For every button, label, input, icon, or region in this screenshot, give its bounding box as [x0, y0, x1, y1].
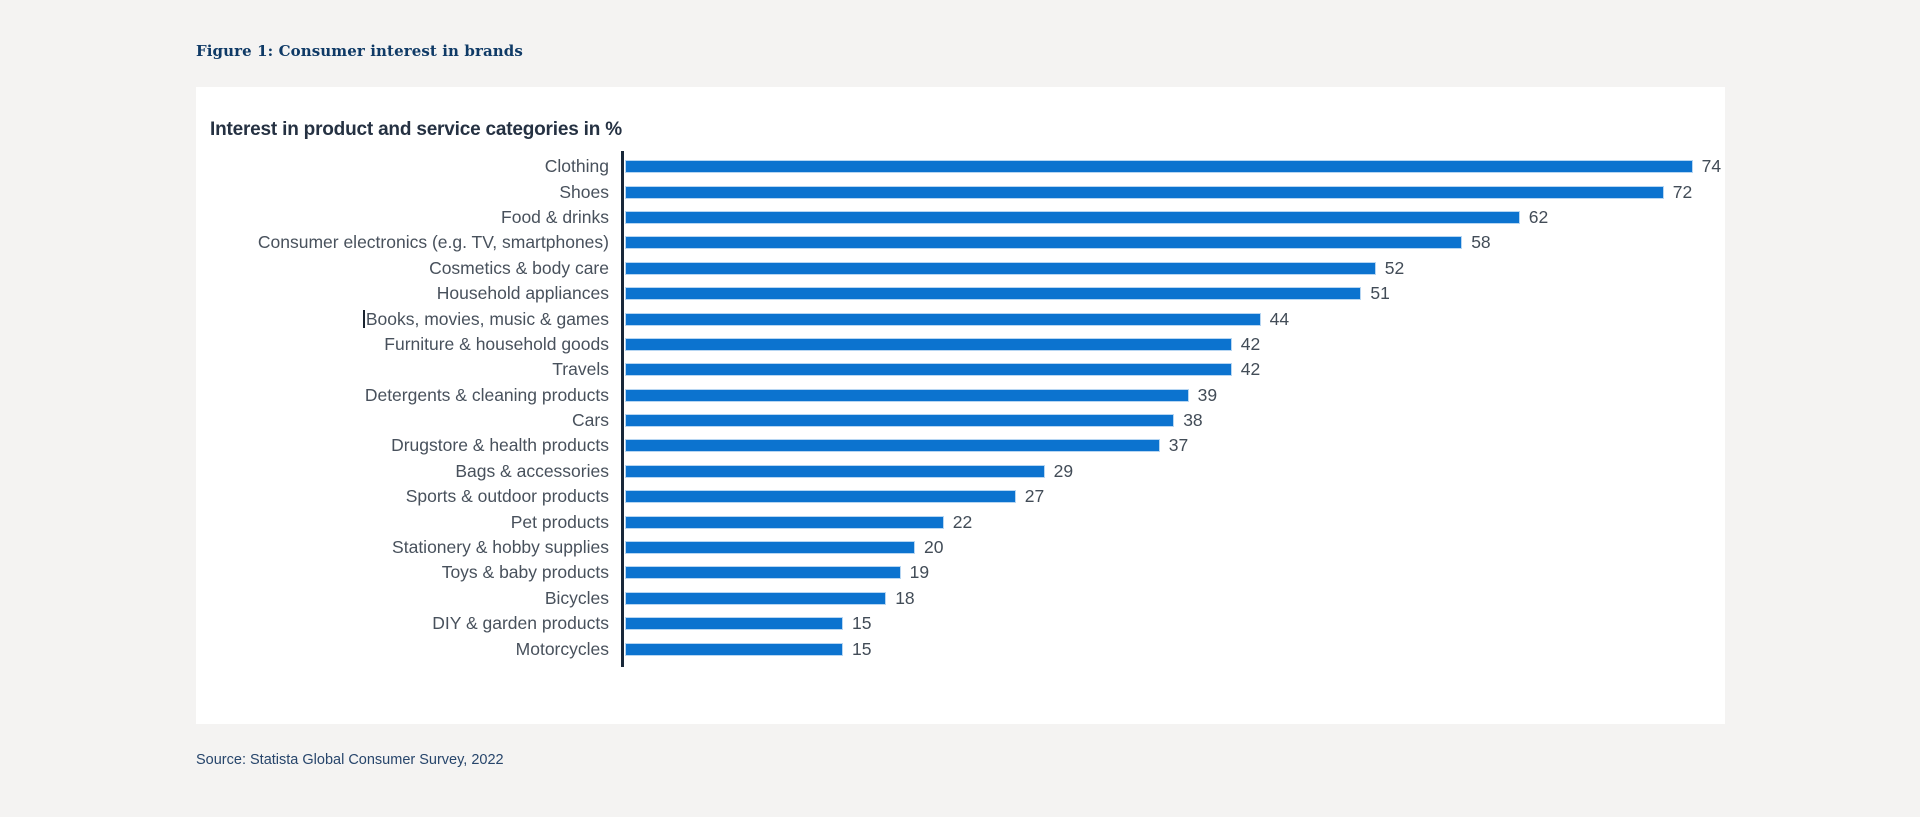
- bar: [625, 617, 843, 631]
- category-label: Consumer electronics (e.g. TV, smartphon…: [257, 232, 609, 253]
- bar: [625, 439, 1160, 453]
- category-label: Toys & baby products: [441, 562, 609, 583]
- chart-row: Food & drinks 62: [196, 205, 1725, 230]
- chart-row: Sports & outdoor products 27: [196, 484, 1725, 509]
- bar: [625, 414, 1175, 428]
- category-label: Cosmetics & body care: [429, 257, 609, 278]
- value-label: 15: [852, 638, 872, 659]
- category-label: Travels: [552, 359, 609, 380]
- figure-title: Figure 1: Consumer interest in brands: [196, 42, 523, 60]
- chart-row: Pet products 22: [196, 509, 1725, 534]
- chart-row: Furniture & household goods 42: [196, 332, 1725, 357]
- source-note: Source: Statista Global Consumer Survey,…: [196, 752, 504, 768]
- value-label: 18: [895, 587, 915, 608]
- value-label: 22: [952, 511, 973, 532]
- text-cursor-icon: [362, 309, 365, 328]
- bar: [625, 363, 1232, 377]
- chart-row: Books, movies, music & games 44: [196, 306, 1725, 331]
- category-label: Household appliances: [436, 283, 609, 304]
- value-label: 37: [1168, 435, 1189, 456]
- value-label: 19: [909, 562, 930, 583]
- category-label: Food & drinks: [501, 206, 609, 227]
- bar: [625, 464, 1045, 478]
- category-label: Clothing: [544, 156, 609, 177]
- bar: [625, 337, 1232, 351]
- value-label: 15: [852, 613, 872, 634]
- bar: [625, 236, 1463, 250]
- category-label: Drugstore & health products: [391, 435, 609, 456]
- chart-row: Consumer electronics (e.g. TV, smartphon…: [196, 230, 1725, 255]
- value-label: 74: [1701, 156, 1722, 177]
- chart-row: Motorcycles 15: [196, 636, 1725, 661]
- bar-rows: Clothing 74 Shoes 72 Food & drinks 62 Consumer…: [196, 154, 1725, 662]
- chart-row: Household appliances 51: [196, 281, 1725, 306]
- bar: [625, 566, 901, 580]
- bar: [625, 312, 1261, 326]
- chart-title: Interest in product and service categori…: [210, 119, 622, 140]
- bar: [625, 541, 915, 555]
- category-label: Detergents & cleaning products: [364, 384, 609, 405]
- bar: [625, 490, 1016, 504]
- value-label: 52: [1384, 257, 1405, 278]
- chart-row: Shoes 72: [196, 179, 1725, 204]
- bar: [625, 287, 1362, 301]
- chart-row: DIY & garden products 15: [196, 611, 1725, 636]
- category-label: Sports & outdoor products: [405, 486, 609, 507]
- value-label: 58: [1471, 232, 1491, 253]
- value-label: 38: [1183, 410, 1203, 431]
- category-label: Furniture & household goods: [384, 333, 609, 354]
- chart-row: Detergents & cleaning products 39: [196, 383, 1725, 408]
- value-label: 42: [1240, 333, 1261, 354]
- value-label: 39: [1197, 384, 1218, 405]
- value-label: 72: [1672, 181, 1693, 202]
- category-label: Motorcycles: [515, 638, 609, 659]
- chart-row: Travels 42: [196, 357, 1725, 382]
- bar: [625, 515, 944, 529]
- category-label: Cars: [572, 410, 609, 431]
- bar: [625, 261, 1376, 275]
- bar: [625, 591, 887, 605]
- category-label: DIY & garden products: [432, 613, 609, 634]
- chart-row: Clothing 74: [196, 154, 1725, 179]
- value-label: 51: [1370, 283, 1390, 304]
- category-label: Bags & accessories: [455, 460, 609, 481]
- category-label: Shoes: [559, 181, 609, 202]
- chart-row: Stationery & hobby supplies 20: [196, 535, 1725, 560]
- chart-row: Toys & baby products 19: [196, 560, 1725, 585]
- value-label: 62: [1528, 206, 1549, 227]
- chart-row: Drugstore & health products 37: [196, 433, 1725, 458]
- category-label: Books, movies, music & games: [196, 309, 622, 330]
- category-label: Pet products: [510, 511, 609, 532]
- value-label: 20: [924, 537, 944, 558]
- y-axis-line: [621, 151, 624, 667]
- value-label: 29: [1053, 460, 1074, 481]
- bar: [625, 388, 1189, 402]
- bar: [625, 160, 1693, 174]
- chart-row: Bags & accessories 29: [196, 459, 1725, 484]
- bar: [625, 185, 1664, 199]
- chart-row: Cosmetics & body care 52: [196, 256, 1725, 281]
- bar: [625, 642, 843, 656]
- chart-row: Bicycles 18: [196, 586, 1725, 611]
- chart-card: Interest in product and service categori…: [196, 87, 1725, 724]
- bar: [625, 210, 1520, 224]
- value-label: 44: [1269, 308, 1290, 329]
- value-label: 27: [1024, 486, 1045, 507]
- chart-row: Cars 38: [196, 408, 1725, 433]
- category-label: Stationery & hobby supplies: [392, 537, 609, 558]
- value-label: 42: [1240, 359, 1261, 380]
- category-label: Bicycles: [544, 587, 609, 608]
- bar-chart: Clothing 74 Shoes 72 Food & drinks 62 Consumer…: [196, 151, 1725, 667]
